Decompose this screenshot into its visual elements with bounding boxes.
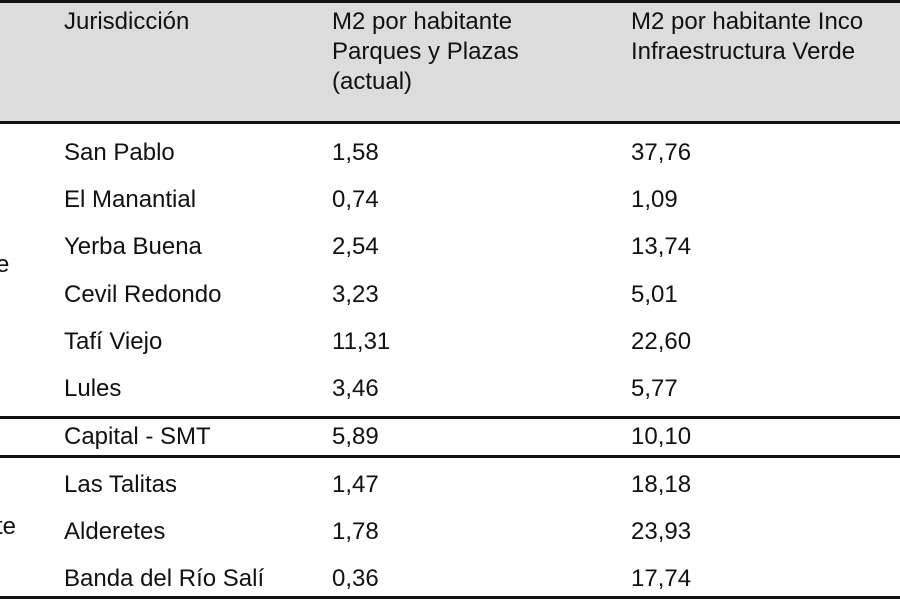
- bottom-rule: [0, 596, 900, 599]
- table-row-6-jurisdiccion: Capital - SMT: [64, 423, 211, 450]
- table-row-7-jurisdiccion: Las Talitas: [64, 471, 177, 498]
- table-row-8-infra: 23,93: [631, 518, 692, 545]
- table-row-5-jurisdiccion: Lules: [64, 375, 122, 402]
- table-row-2-infra: 13,74: [631, 233, 692, 260]
- table-row-4-infra: 22,60: [631, 328, 692, 355]
- table-row-3-infra: 5,01: [631, 281, 678, 308]
- group-rule-2: [0, 455, 900, 458]
- table-row-4-jurisdiccion: Tafí Viejo: [64, 328, 163, 355]
- table-row-2-jurisdiccion: Yerba Buena: [64, 233, 202, 260]
- table-row-9-parques: 0,36: [332, 565, 379, 592]
- column-header-parques-plazas: M2 por habitante Parques y Plazas (actua…: [332, 8, 519, 95]
- table-row-1-jurisdiccion: El Manantial: [64, 186, 197, 213]
- table-row-6-parques: 5,89: [332, 423, 379, 450]
- table-row-3-parques: 3,23: [332, 281, 379, 308]
- column-header-infraestructura-verde: M2 por habitante Inco Infraestructura Ve…: [631, 8, 864, 65]
- table-row-0-infra: 37,76: [631, 139, 692, 166]
- table-row-1-parques: 0,74: [332, 186, 379, 213]
- table-row-4-parques: 11,31: [332, 328, 391, 355]
- table-row-5-parques: 3,46: [332, 375, 379, 402]
- table-row-9-jurisdiccion: Banda del Río Salí: [64, 565, 265, 592]
- table-row-5-infra: 5,77: [631, 375, 678, 402]
- column-header-jurisdiccion: Jurisdicción: [64, 8, 190, 35]
- group-label-3: te: [0, 513, 17, 540]
- table-row-6-infra: 10,10: [631, 423, 692, 450]
- table-row-8-parques: 1,78: [332, 518, 379, 545]
- table-header: Jurisdicción M2 por habitante Parques y …: [0, 0, 900, 121]
- table-row-2-parques: 2,54: [332, 233, 379, 260]
- header-rule: [0, 121, 900, 124]
- table-row-9-infra: 17,74: [631, 565, 692, 592]
- group-label-1: e: [0, 251, 10, 278]
- table-row-3-jurisdiccion: Cevil Redondo: [64, 281, 222, 308]
- table-row-7-parques: 1,47: [332, 471, 379, 498]
- table-row-8-jurisdiccion: Alderetes: [64, 518, 166, 545]
- table-row-1-infra: 1,09: [631, 186, 678, 213]
- table-row-7-infra: 18,18: [631, 471, 692, 498]
- table-row-0-jurisdiccion: San Pablo: [64, 139, 175, 166]
- table-row-0-parques: 1,58: [332, 139, 379, 166]
- group-rule-1: [0, 416, 900, 419]
